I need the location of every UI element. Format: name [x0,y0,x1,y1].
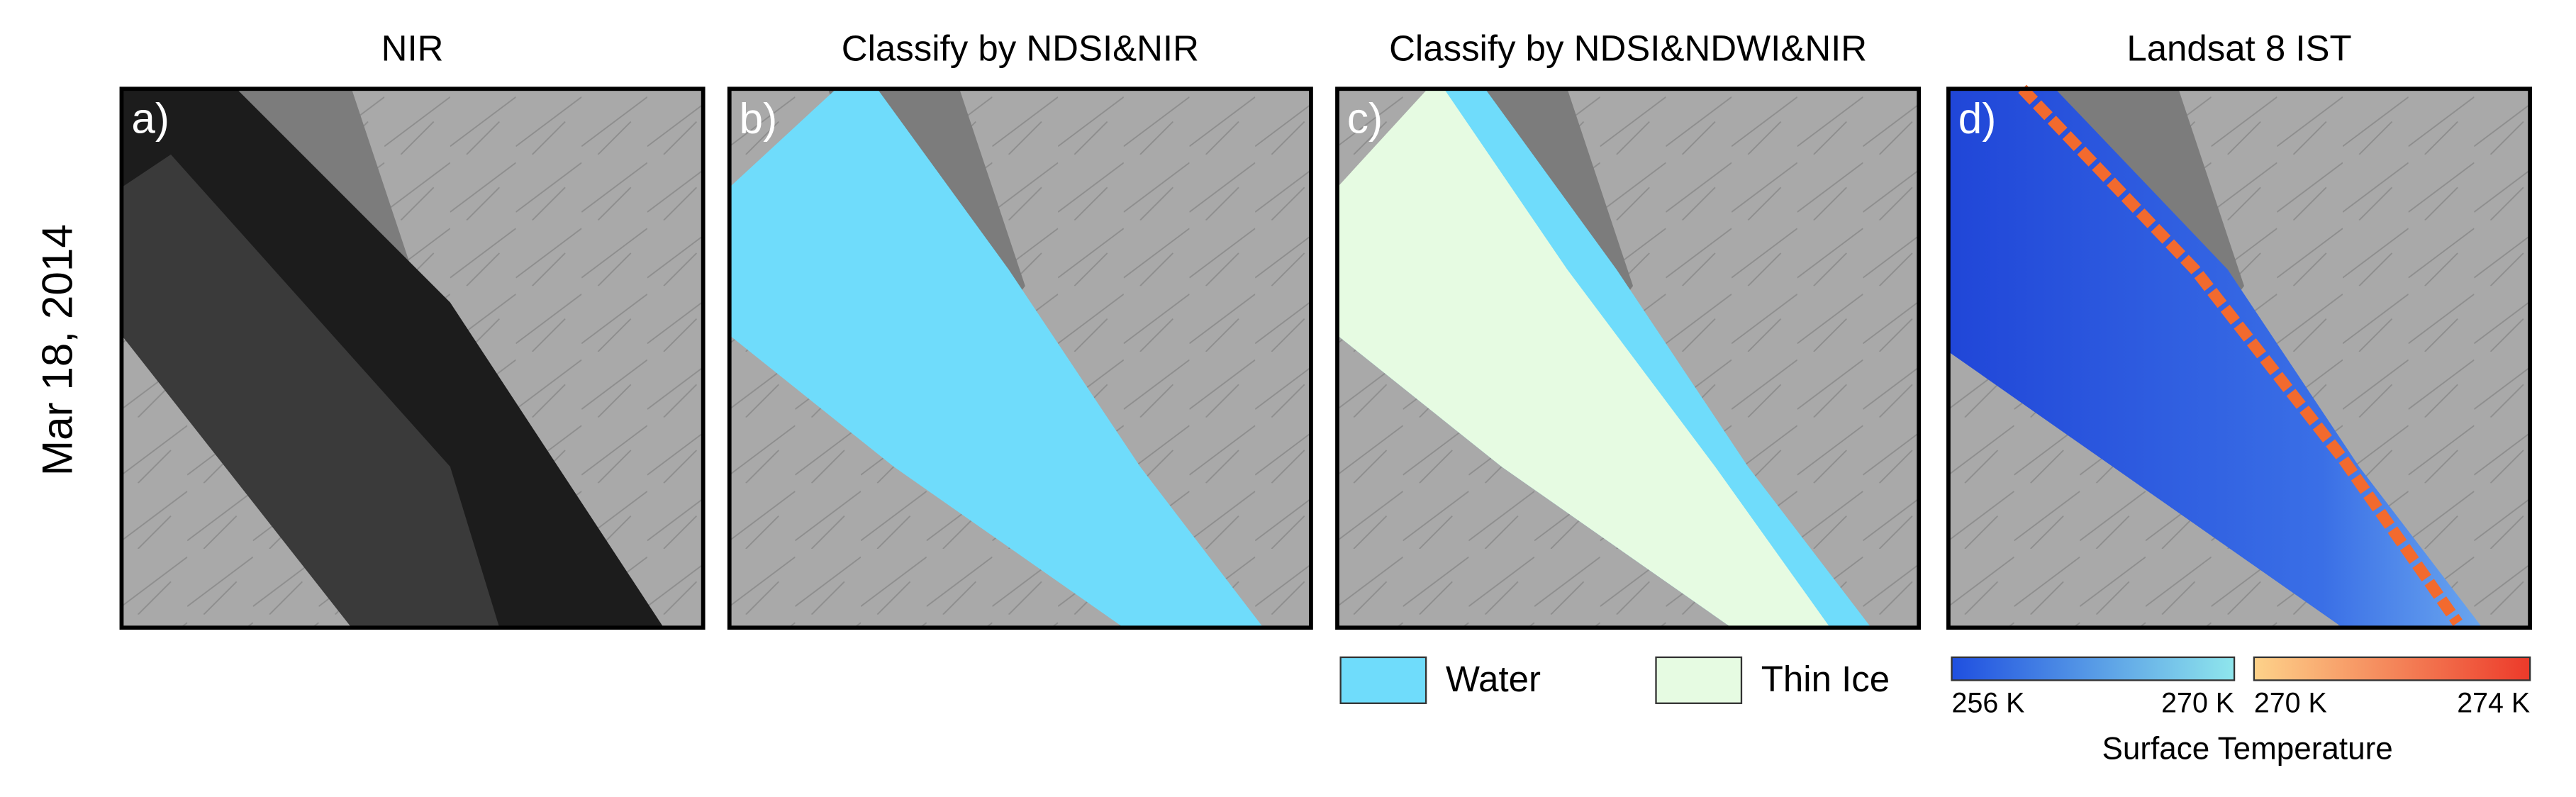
panel-letter: a) [131,94,169,142]
legend-label: Water [1446,659,1541,699]
panel: c) [1335,87,1922,630]
panel-title: Classify by NDSI&NIR [842,28,1199,68]
panel-frame [727,87,1313,630]
dark-lead [121,89,664,628]
panel-title: Landsat 8 IST [2126,28,2351,68]
panel-frame [1335,87,1922,630]
ist-map [1948,89,2482,628]
legend-swatch [1339,656,1427,704]
panel-title: NIR [381,28,444,68]
colorbar-label: 270 K [2254,688,2327,719]
colorbar [2253,656,2531,681]
colorbar-title: Surface Temperature [2102,732,2392,767]
panel: b) [727,87,1313,630]
warm-edge [2018,84,2463,626]
panel-frame [119,87,706,630]
colorbar [1951,656,2236,681]
panel-letter: c) [1347,94,1383,142]
water-class [729,89,1264,628]
colorbar-label: 270 K [2161,688,2234,719]
panel-letter: d) [1958,94,1997,142]
thin-ice-shade [121,154,500,628]
legend-swatch [1655,656,1743,704]
colorbar-label: 256 K [1952,688,2025,719]
panel-title: Classify by NDSI&NDWI&NIR [1389,28,1867,68]
legend-label: Thin Ice [1761,659,1890,699]
thin-ice-class [1337,89,1831,628]
panel: a) [119,87,706,630]
panel: d) [1946,84,2533,630]
panel-letter: b) [740,94,778,142]
row-label: Mar 18, 2014 [33,224,82,476]
colorbar-label: 274 K [2457,688,2530,719]
panel-frame [1946,87,2533,630]
